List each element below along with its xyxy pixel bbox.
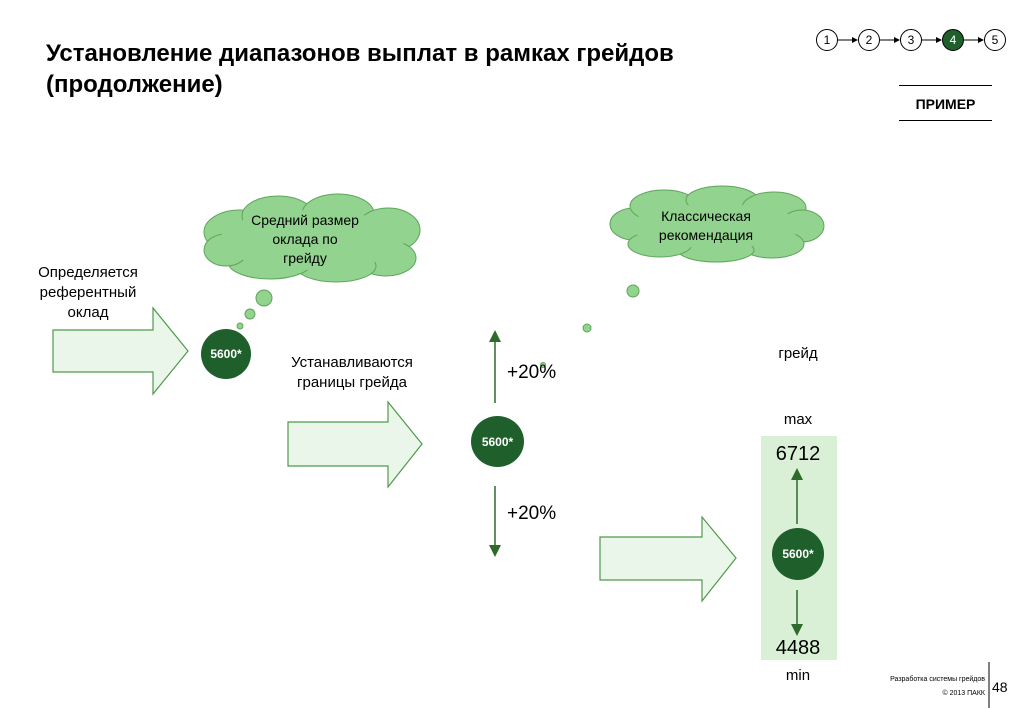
upper-percent-label: +20% — [507, 362, 557, 383]
block-arrow-3 — [599, 515, 737, 603]
page-number: 48 — [992, 679, 1008, 695]
thought-bubbles-1 — [236, 289, 273, 330]
footer-project: Разработка системы грейдов — [890, 676, 985, 683]
cloud2-text: Классическая рекомендация — [636, 207, 776, 245]
thought-bubbles-2 — [540, 284, 640, 368]
block-arrow-1 — [52, 306, 189, 396]
cloud1-line2: оклада по — [272, 231, 338, 247]
step-indicator: 1 2 3 4 5 — [816, 28, 1016, 52]
step-1: 1 — [816, 29, 838, 51]
cloud1-line3: грейду — [283, 250, 327, 266]
stage1-text-line3: оклад — [67, 304, 109, 321]
cloud1-line1: Средний размер — [251, 212, 359, 228]
cloud2-line1: Классическая — [661, 208, 751, 224]
stage1-text: Определяется референтный оклад — [18, 263, 158, 323]
max-value: 6712 — [775, 443, 821, 465]
stage1-text-line1: Определяется — [38, 264, 138, 281]
footer-copyright: © 2013 ПАКК — [942, 690, 985, 697]
step-4-current: 4 — [942, 29, 964, 51]
step-5: 5 — [984, 29, 1006, 51]
reference-salary-badge: 5600* — [201, 329, 251, 379]
lower-percent-label: +20% — [507, 503, 557, 524]
cloud1-text: Средний размер оклада по грейду — [230, 211, 380, 268]
block-arrow-2 — [287, 400, 423, 489]
grade-midpoint-badge: 5600* — [772, 528, 824, 580]
grade-label: грейд — [778, 345, 818, 362]
max-label: max — [783, 411, 813, 428]
step-2: 2 — [858, 29, 880, 51]
min-value: 4488 — [775, 637, 821, 659]
thought-cloud-2 — [609, 185, 825, 263]
page-title-line1: Установление диапазонов выплат в рамках … — [46, 40, 674, 67]
example-label: ПРИМЕР — [899, 85, 992, 121]
step-connectors — [838, 37, 984, 43]
page-title: Установление диапазонов выплат в рамках … — [46, 38, 766, 100]
cloud2-line2: рекомендация — [658, 227, 754, 243]
midpoint-salary-badge: 5600* — [471, 416, 524, 467]
page-title-line2: (продолжение) — [46, 71, 223, 98]
stage2-text-line1: Устанавливаются — [291, 354, 413, 371]
thought-cloud-1 — [203, 193, 421, 283]
stage2-text-line2: границы грейда — [297, 374, 407, 391]
min-label: min — [785, 667, 811, 684]
step-3: 3 — [900, 29, 922, 51]
stage1-text-line2: референтный — [39, 284, 137, 301]
stage2-text: Устанавливаются границы грейда — [272, 353, 432, 393]
